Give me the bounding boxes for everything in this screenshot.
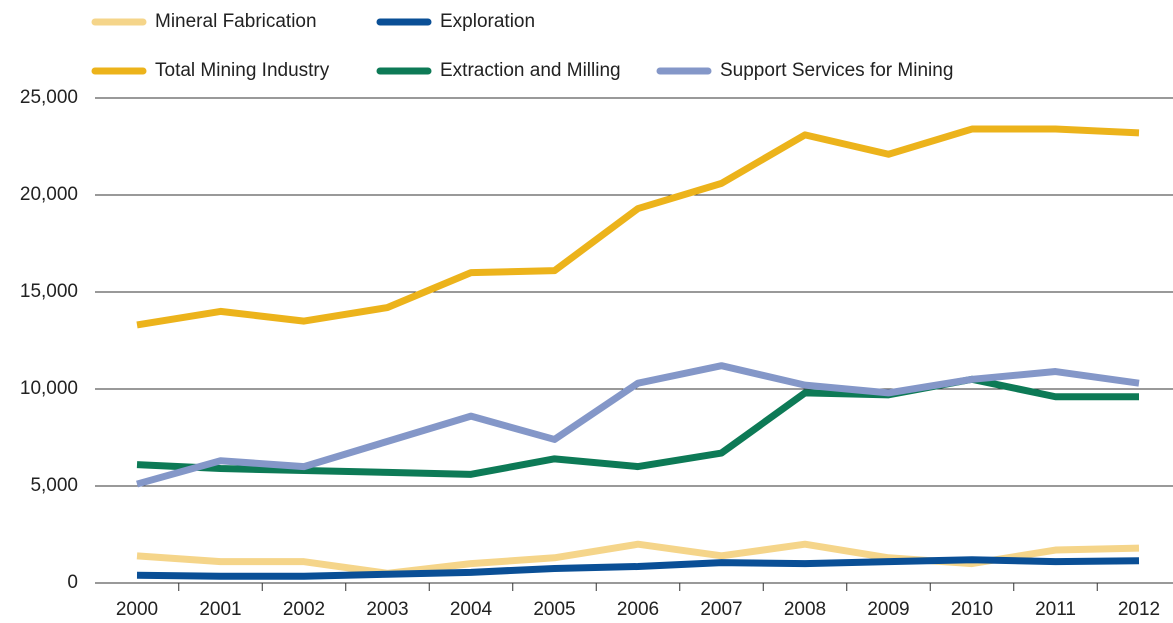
y-tick-label: 15,000 — [20, 281, 78, 302]
x-tick-label: 2005 — [533, 599, 575, 620]
y-tick-label: 5,000 — [30, 475, 78, 496]
y-tick-label: 10,000 — [20, 378, 78, 399]
legend-label: Exploration — [440, 11, 535, 32]
series-line — [136, 556, 1140, 580]
y-tick-label: 20,000 — [20, 184, 78, 205]
legend-label: Mineral Fabrication — [155, 11, 317, 32]
x-tick-label: 2008 — [784, 599, 826, 620]
x-tick-label: 2011 — [1035, 599, 1076, 620]
legend-label: Extraction and Milling — [440, 60, 621, 81]
x-tick-label: 2003 — [366, 599, 408, 620]
x-tick-label: 2007 — [700, 599, 742, 620]
series-line — [136, 362, 1140, 488]
y-tick-label: 0 — [67, 572, 78, 593]
series-line — [136, 125, 1140, 329]
x-tick-label: 2002 — [283, 599, 325, 620]
x-tick-label: 2012 — [1118, 599, 1160, 620]
series-line — [136, 375, 1139, 478]
x-tick-label: 2010 — [951, 599, 993, 620]
x-tick-label: 2006 — [617, 599, 659, 620]
x-tick-label: 2000 — [116, 599, 158, 620]
y-tick-label: 25,000 — [20, 87, 78, 108]
x-tick-label: 2004 — [450, 599, 493, 620]
x-tick-label: 2001 — [199, 599, 241, 620]
series-line — [136, 540, 1140, 577]
legend-label: Support Services for Mining — [720, 60, 953, 81]
x-tick-label: 2009 — [867, 599, 909, 620]
legend-label: Total Mining Industry — [155, 60, 330, 81]
